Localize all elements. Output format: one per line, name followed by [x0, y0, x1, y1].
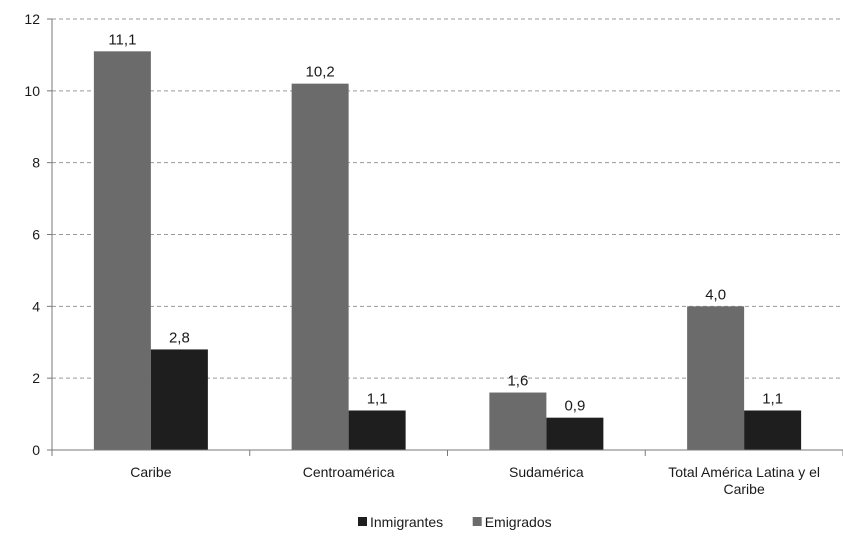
bars	[93, 51, 802, 451]
x-category-label: Caribe	[130, 464, 171, 480]
data-label: 2,8	[169, 329, 190, 346]
x-category-label: Centroamérica	[303, 464, 395, 480]
x-axis-categories: Caribe Centroamérica Sudamérica Total Améri…	[130, 464, 820, 497]
data-label: 0,9	[564, 398, 585, 415]
legend-swatch	[472, 517, 482, 526]
data-label: 1,6	[507, 373, 528, 390]
y-tick-label: 2	[32, 370, 40, 386]
x-category-label: Total América Latina y el Caribe	[668, 464, 820, 497]
y-tick-label: 12	[24, 11, 40, 27]
bar-inmigrantes	[546, 417, 604, 450]
bar-emigrados	[687, 306, 745, 450]
legend-swatch	[358, 517, 367, 526]
data-labels: 11,1 2,8 10,2 1,1 1,6 0,9 4,0 1,1	[108, 31, 783, 414]
legend-label: Inmigrantes	[370, 514, 443, 530]
data-label: 11,1	[108, 31, 136, 48]
data-label: 4,0	[705, 286, 726, 303]
data-label: 1,1	[367, 390, 388, 407]
bar-emigrados	[489, 392, 547, 450]
data-label: 1,1	[762, 390, 783, 407]
data-label: 10,2	[306, 64, 335, 81]
y-tick-label: 10	[24, 83, 40, 99]
bar-emigrados	[93, 51, 151, 450]
legend: Inmigrantes Emigrados	[358, 514, 552, 530]
x-category-label: Sudamérica	[509, 464, 584, 480]
bar-emigrados	[291, 83, 349, 451]
legend-label: Emigrados	[485, 514, 552, 530]
y-tick-label: 0	[32, 442, 40, 458]
y-tick-label: 4	[32, 298, 40, 314]
bar-inmigrantes	[744, 410, 802, 450]
y-tick-label: 8	[32, 155, 40, 171]
y-axis-ticks: 0 2 4 6 8 10 12	[24, 11, 52, 458]
bar-inmigrantes	[150, 349, 208, 450]
y-tick-label: 6	[32, 227, 40, 243]
bar-inmigrantes	[348, 410, 406, 450]
